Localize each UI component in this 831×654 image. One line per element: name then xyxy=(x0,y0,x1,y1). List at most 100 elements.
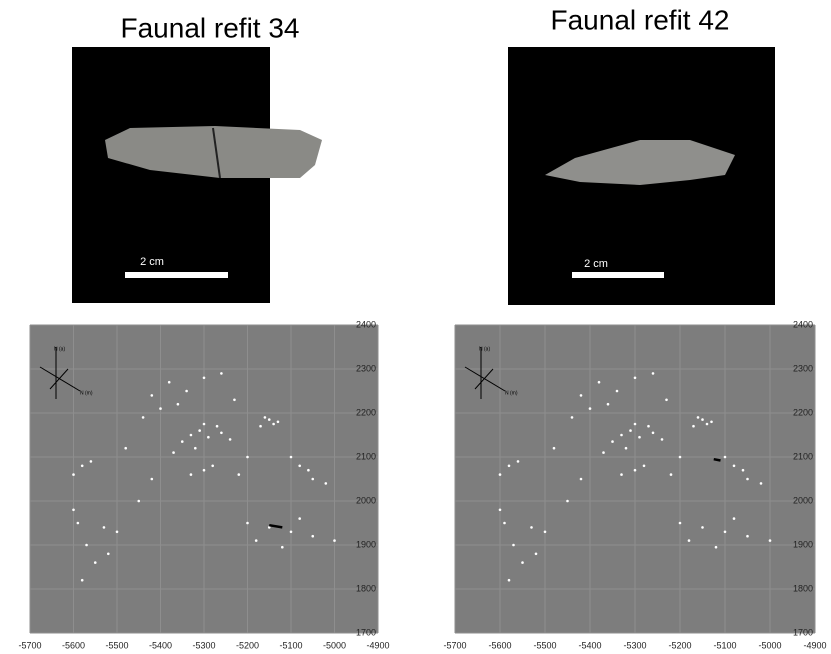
point xyxy=(220,431,223,435)
x-tick-label: -5000 xyxy=(758,640,781,650)
point xyxy=(633,376,637,380)
point xyxy=(543,530,547,534)
point xyxy=(311,534,315,538)
point xyxy=(202,422,206,426)
point xyxy=(215,424,219,428)
point xyxy=(503,521,506,525)
point xyxy=(629,429,632,432)
point xyxy=(521,561,524,564)
x-tick-label: -5200 xyxy=(236,640,259,650)
point xyxy=(311,477,315,481)
point xyxy=(202,376,206,380)
point xyxy=(768,539,772,542)
scale-bar xyxy=(572,272,664,278)
x-tick-label: -5500 xyxy=(105,640,128,650)
point xyxy=(233,398,236,402)
point xyxy=(732,464,736,468)
point xyxy=(246,521,249,525)
point xyxy=(570,416,574,419)
point xyxy=(534,552,538,556)
point xyxy=(150,394,154,397)
point xyxy=(678,521,682,525)
x-tick-label: -5700 xyxy=(18,640,41,650)
point xyxy=(620,433,623,437)
point xyxy=(678,455,682,459)
point xyxy=(298,517,302,520)
point xyxy=(107,552,110,556)
x-tick-label: -5600 xyxy=(62,640,85,650)
y-tick-label: 2200 xyxy=(356,407,376,417)
y-tick-label: 1700 xyxy=(793,627,813,637)
point xyxy=(723,455,727,459)
scale-label: 2 cm xyxy=(584,258,608,270)
point xyxy=(102,526,106,529)
point xyxy=(281,545,284,549)
point xyxy=(298,464,302,468)
x-tick-label: -5700 xyxy=(443,640,466,650)
y-tick-label: 2000 xyxy=(356,495,376,505)
point xyxy=(80,464,84,468)
refit-seam xyxy=(212,127,221,179)
point xyxy=(642,464,646,468)
compass-line xyxy=(49,368,69,390)
y-tick-label: 2200 xyxy=(793,407,813,417)
point xyxy=(669,473,673,476)
compass-line xyxy=(39,366,81,392)
point xyxy=(732,517,736,520)
y-tick-label: 2400 xyxy=(793,319,813,329)
y-tick-label: 1900 xyxy=(793,539,813,549)
point xyxy=(167,380,171,384)
point xyxy=(267,418,271,421)
point xyxy=(498,473,502,476)
refit-line xyxy=(269,523,283,529)
point xyxy=(272,422,275,426)
point xyxy=(150,477,154,481)
point xyxy=(660,438,664,441)
point xyxy=(89,460,93,463)
point xyxy=(701,526,704,529)
y-tick-label: 2400 xyxy=(356,319,376,329)
point xyxy=(254,539,258,542)
compass-label: N (a) xyxy=(54,346,65,352)
point xyxy=(237,473,241,476)
point xyxy=(276,420,280,424)
point xyxy=(93,561,97,564)
point xyxy=(263,416,267,419)
point xyxy=(723,530,727,534)
x-tick-label: -5000 xyxy=(323,640,346,650)
point xyxy=(137,499,141,503)
x-tick-label: -5500 xyxy=(533,640,556,650)
point xyxy=(180,440,184,443)
y-tick-label: 1800 xyxy=(356,583,376,593)
x-tick-label: -4900 xyxy=(366,640,389,650)
point xyxy=(324,482,328,485)
point xyxy=(633,422,637,426)
chart-title: Faunal refit 34 xyxy=(121,12,300,43)
y-tick-label: 2000 xyxy=(793,495,813,505)
point xyxy=(246,455,249,459)
point xyxy=(579,394,583,397)
point xyxy=(72,473,75,476)
point xyxy=(72,508,75,512)
point xyxy=(516,460,520,463)
compass-label: N (m) xyxy=(505,390,518,396)
point xyxy=(228,438,232,441)
point xyxy=(611,440,614,443)
point xyxy=(665,398,668,402)
point xyxy=(710,420,713,424)
point xyxy=(124,446,127,450)
photo xyxy=(508,47,775,305)
point xyxy=(507,578,511,582)
point xyxy=(115,530,119,534)
point xyxy=(624,446,628,450)
point xyxy=(597,380,601,384)
point xyxy=(498,508,502,512)
point xyxy=(701,418,704,421)
y-tick-label: 2100 xyxy=(356,451,376,461)
point xyxy=(651,431,655,435)
bone-fragment xyxy=(545,140,735,185)
x-tick-label: -5400 xyxy=(149,640,172,650)
point xyxy=(202,468,206,472)
scale-label: 2 cm xyxy=(140,256,164,268)
point xyxy=(620,473,623,476)
